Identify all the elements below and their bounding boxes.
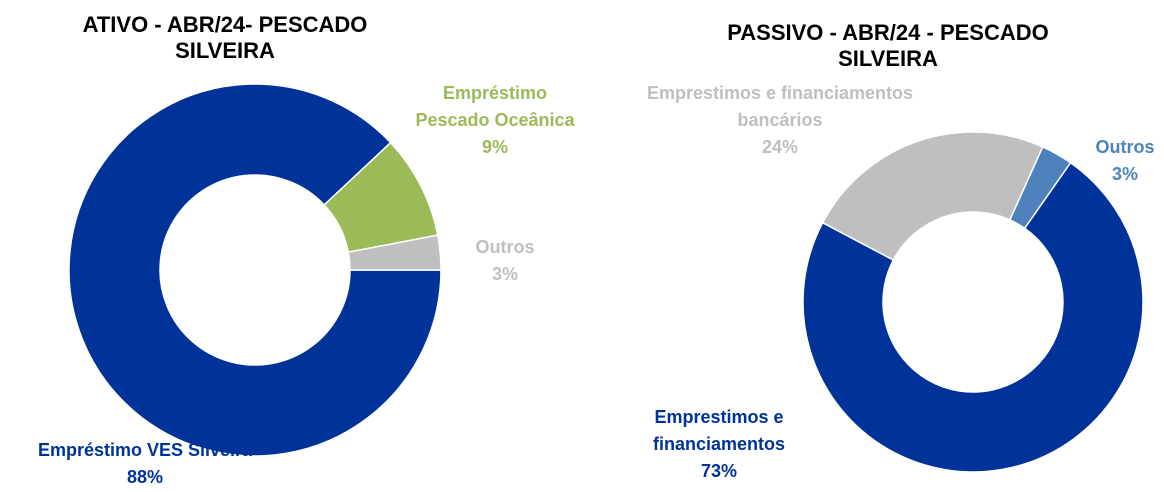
value-label: 88% — [126, 467, 164, 487]
slice-label: Empréstimo VES Silveira 88% — [0, 437, 305, 491]
category-label: Outros — [1095, 137, 1155, 157]
value-label: 73% — [700, 461, 738, 481]
category-label: Empréstimo VES Silveira — [37, 440, 253, 460]
slice — [68, 83, 442, 457]
slice — [821, 131, 1044, 262]
slice-label: Outros 3% — [1075, 134, 1164, 188]
value-label: 3% — [491, 264, 518, 284]
chart-title: ATIVO - ABR/24- PESCADO SILVEIRA — [82, 12, 368, 63]
slice — [802, 161, 1144, 473]
category-label: Outros — [475, 237, 535, 257]
slice-label: Emprestimos e financiamentos bancários 24… — [646, 80, 914, 161]
slice-label: Empréstimo Pescado Oceânica 9% — [409, 80, 581, 161]
slice — [347, 234, 442, 271]
category-label: Empréstimo Pescado Oceânica — [415, 83, 575, 130]
category-label: Emprestimos e financiamentos bancários — [646, 83, 914, 130]
slice-label: Outros 3% — [445, 234, 565, 288]
slice — [1008, 145, 1072, 230]
value-label: 24% — [761, 137, 799, 157]
value-label: 9% — [481, 137, 508, 157]
slice-label: Emprestimos e financiamentos 73% — [633, 404, 805, 485]
category-label: Emprestimos e financiamentos — [652, 407, 786, 454]
value-label: 3% — [1111, 164, 1138, 184]
chart-title: PASSIVO - ABR/24 - PESCADO SILVEIRA — [727, 20, 1049, 71]
